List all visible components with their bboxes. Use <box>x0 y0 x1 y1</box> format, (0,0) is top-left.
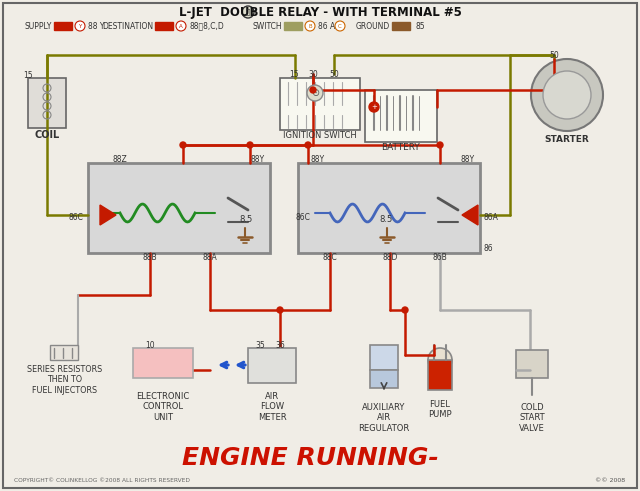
Text: IGNITION SWITCH: IGNITION SWITCH <box>283 131 357 139</box>
Text: COIL: COIL <box>35 130 60 140</box>
Text: 15: 15 <box>289 70 299 79</box>
Circle shape <box>305 142 311 148</box>
Text: 88Y: 88Y <box>461 155 475 164</box>
Text: COLD
START
VALVE: COLD START VALVE <box>519 403 545 433</box>
Text: 88Y: 88Y <box>311 155 325 164</box>
Circle shape <box>305 21 315 31</box>
Text: L-JET  DOUBLE RELAY - WITH TERMINAL #5: L-JET DOUBLE RELAY - WITH TERMINAL #5 <box>179 5 461 19</box>
Bar <box>516 350 548 378</box>
Text: SERIES RESISTORS
THEN TO
FUEL INJECTORS: SERIES RESISTORS THEN TO FUEL INJECTORS <box>28 365 102 395</box>
Text: 88D: 88D <box>382 252 397 262</box>
Text: 88␀8,C,D: 88␀8,C,D <box>189 22 224 30</box>
Circle shape <box>180 142 186 148</box>
Bar <box>133 348 193 378</box>
Circle shape <box>428 348 452 372</box>
Bar <box>370 345 398 370</box>
Text: COPYRIGHT© COLINKELLOG ©2008 ALL RIGHTS RESERVED: COPYRIGHT© COLINKELLOG ©2008 ALL RIGHTS … <box>14 478 190 483</box>
Text: 36: 36 <box>275 340 285 350</box>
Polygon shape <box>462 205 478 225</box>
Text: 85: 85 <box>415 22 424 30</box>
Bar <box>28 78 66 128</box>
Text: AIR
FLOW
METER: AIR FLOW METER <box>258 392 286 422</box>
Text: ⊙: ⊙ <box>311 88 319 98</box>
Text: 88A: 88A <box>203 252 218 262</box>
Bar <box>370 370 398 388</box>
Text: GROUND: GROUND <box>356 22 390 30</box>
Text: ELECTRONIC
CONTROL
UNIT: ELECTRONIC CONTROL UNIT <box>136 392 189 422</box>
Text: 86B: 86B <box>433 252 447 262</box>
Text: C: C <box>338 24 342 28</box>
Bar <box>428 360 452 390</box>
Text: 10: 10 <box>145 340 155 350</box>
Circle shape <box>176 21 186 31</box>
Text: 15: 15 <box>23 71 33 80</box>
Text: DESTINATION: DESTINATION <box>102 22 153 30</box>
Bar <box>50 345 78 360</box>
Text: ©© 2008: ©© 2008 <box>595 478 625 483</box>
Circle shape <box>402 307 408 313</box>
Bar <box>155 22 173 30</box>
Circle shape <box>307 85 323 101</box>
Text: 86C: 86C <box>68 214 83 222</box>
Bar <box>284 22 302 30</box>
Text: +: + <box>371 104 377 110</box>
Polygon shape <box>100 205 116 225</box>
Bar <box>88 163 270 253</box>
Text: 30: 30 <box>308 70 318 79</box>
Text: 86: 86 <box>484 244 493 252</box>
Text: 88Y: 88Y <box>251 155 265 164</box>
Circle shape <box>277 307 283 313</box>
Text: 8.5: 8.5 <box>380 216 392 224</box>
Circle shape <box>369 102 379 112</box>
Circle shape <box>242 6 254 18</box>
Text: 50: 50 <box>549 51 559 59</box>
Text: Ⓥ: Ⓥ <box>246 9 250 15</box>
Circle shape <box>437 142 443 148</box>
Text: 35: 35 <box>255 340 265 350</box>
Text: B: B <box>308 24 312 28</box>
Text: BATTERY: BATTERY <box>381 143 420 153</box>
Bar <box>54 22 72 30</box>
Text: 86 A: 86 A <box>318 22 335 30</box>
Circle shape <box>75 21 85 31</box>
Text: 88 Y: 88 Y <box>88 22 104 30</box>
Bar <box>280 78 360 130</box>
Text: Y: Y <box>78 24 82 28</box>
Circle shape <box>543 71 591 119</box>
Text: AUXILIARY
AIR
REGULATOR: AUXILIARY AIR REGULATOR <box>358 403 410 433</box>
Circle shape <box>531 59 603 131</box>
Text: 50: 50 <box>329 70 339 79</box>
Circle shape <box>247 142 253 148</box>
Text: 86C: 86C <box>295 214 310 222</box>
Text: SWITCH: SWITCH <box>252 22 282 30</box>
Bar <box>248 348 296 383</box>
Circle shape <box>335 21 345 31</box>
Text: 8.5: 8.5 <box>239 216 253 224</box>
Text: 88C: 88C <box>323 252 337 262</box>
Bar <box>365 90 437 142</box>
Text: FUEL
PUMP: FUEL PUMP <box>428 400 452 419</box>
Bar <box>392 22 410 30</box>
Text: ENGINE RUNNING-: ENGINE RUNNING- <box>182 446 438 470</box>
Text: A: A <box>179 24 183 28</box>
Text: 86A: 86A <box>484 214 499 222</box>
Circle shape <box>310 87 316 93</box>
Text: 88B: 88B <box>143 252 157 262</box>
Text: 88Z: 88Z <box>113 155 127 164</box>
Bar <box>298 163 480 253</box>
Text: STARTER: STARTER <box>545 136 589 144</box>
Text: SUPPLY: SUPPLY <box>24 22 52 30</box>
